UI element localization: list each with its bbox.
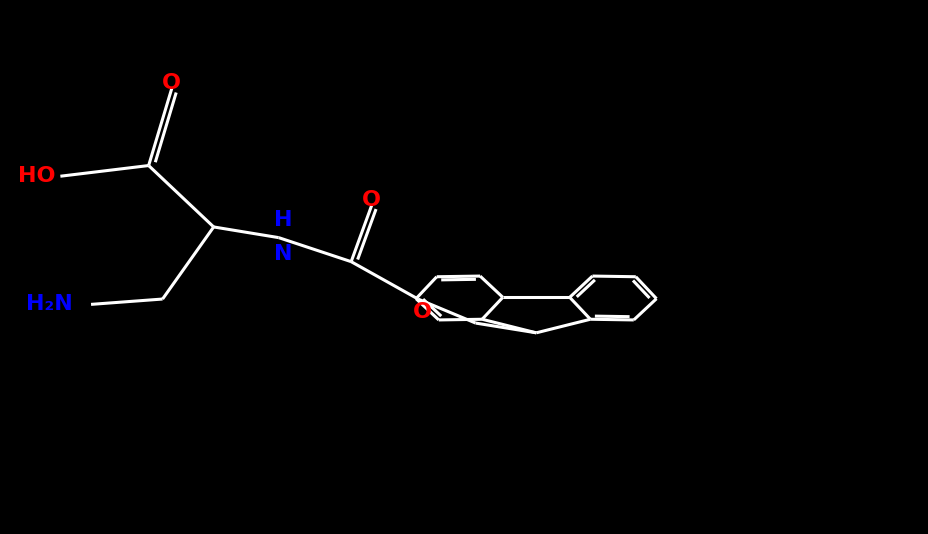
Text: O: O bbox=[162, 73, 181, 93]
Text: O: O bbox=[362, 190, 380, 210]
Text: N: N bbox=[274, 244, 292, 264]
Text: O: O bbox=[413, 302, 432, 323]
Text: H: H bbox=[274, 210, 292, 230]
Text: H₂N: H₂N bbox=[26, 294, 72, 315]
Text: HO: HO bbox=[19, 166, 56, 186]
